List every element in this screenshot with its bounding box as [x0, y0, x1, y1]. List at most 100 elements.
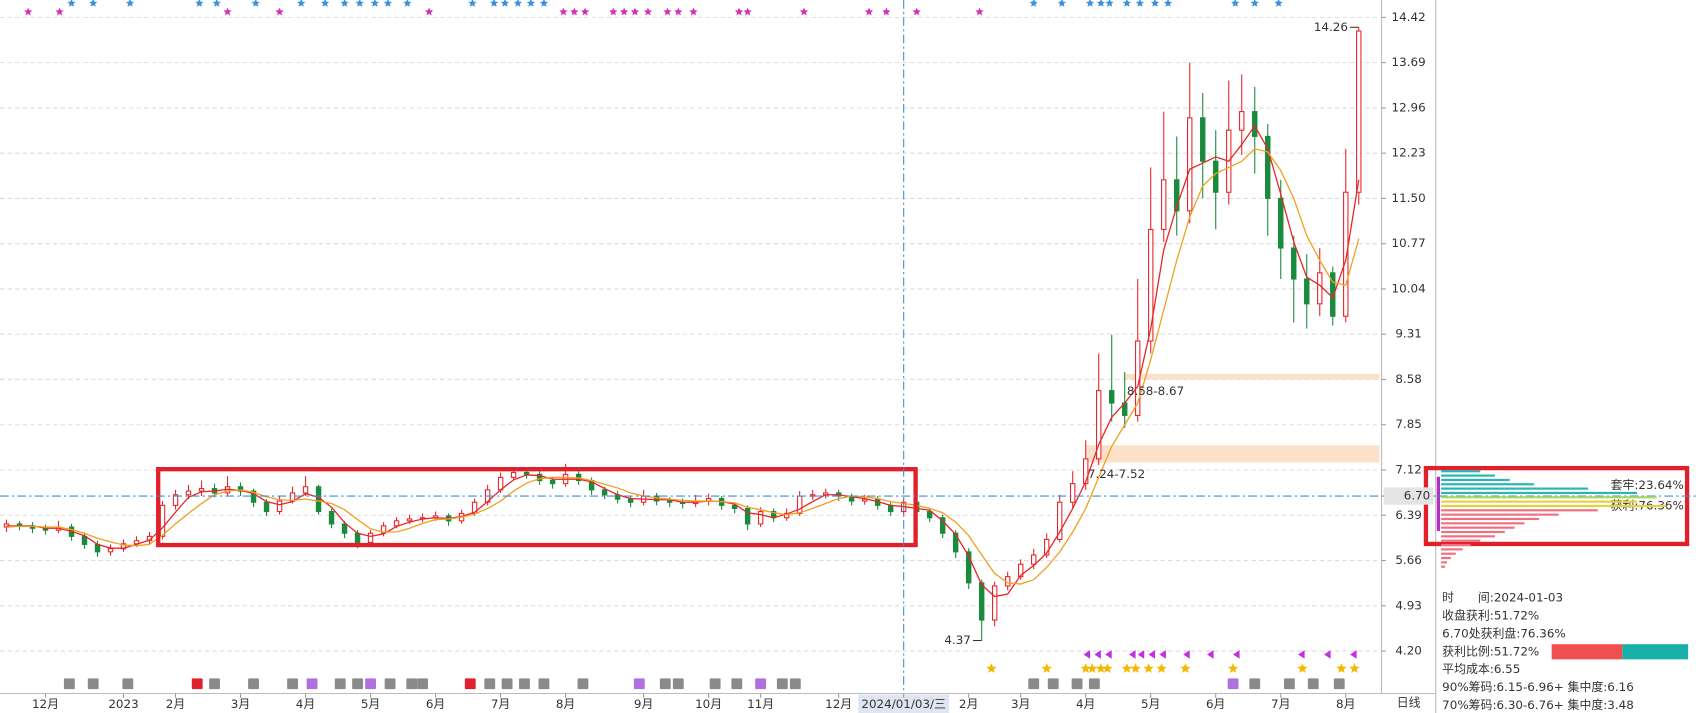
candle-body: [276, 500, 283, 513]
marker-badge: [1333, 678, 1345, 690]
marker-star: [1336, 663, 1347, 673]
candle-body: [939, 517, 946, 534]
marker-star: [424, 7, 434, 16]
marker-badge: [306, 678, 318, 690]
candle-body: [81, 535, 88, 545]
chip-info: 90%筹码:6.15-6.96+ 集中度:6.16: [1442, 680, 1634, 694]
x-tick-label: 5月: [1141, 697, 1160, 711]
marker-star: [403, 0, 412, 7]
candle-body: [94, 543, 101, 553]
marker-badge: [731, 678, 743, 690]
chip-bar: [1441, 522, 1525, 525]
marker-badge: [1307, 678, 1319, 690]
marker-star: [1085, 0, 1095, 7]
marker-star: [674, 7, 683, 16]
highlight-box: [156, 467, 918, 548]
chip-bar: [1441, 552, 1456, 555]
marker-star: [251, 0, 260, 7]
marker-star: [912, 7, 921, 16]
marker-star: [1349, 663, 1360, 673]
candle-body: [978, 582, 985, 621]
chip-bar: [1441, 491, 1638, 495]
marker-badge: [776, 678, 788, 690]
chip-info: 获利比例:51.72%: [1442, 644, 1539, 658]
x-tick-label: 6月: [1206, 697, 1225, 711]
marker-badge: [1088, 678, 1100, 690]
marker-arrow: [1324, 650, 1331, 659]
candle-body: [185, 490, 192, 496]
y-tick-label: 6.39: [1395, 508, 1422, 522]
marker-star: [1029, 0, 1038, 7]
marker-star: [1121, 663, 1133, 673]
marker-star: [526, 0, 536, 7]
marker-star: [1143, 663, 1154, 673]
x-tick-label: 3月: [1011, 697, 1030, 711]
chip-bar: [1441, 526, 1515, 529]
chip-highlight-box: [1423, 465, 1690, 547]
zone-label: 8.58-8.67: [1127, 384, 1184, 398]
marker-badge: [352, 678, 363, 690]
marker-badge: [1284, 678, 1295, 690]
candle-body: [1174, 179, 1180, 212]
candle-body: [809, 494, 816, 497]
y-tick-label: 10.04: [1392, 281, 1426, 295]
marker-badge: [87, 678, 99, 690]
marker-star: [1297, 663, 1308, 673]
marker-badge: [464, 678, 476, 690]
candle-body: [1265, 135, 1271, 199]
marker-badge: [577, 678, 589, 690]
chip-bar: [1441, 539, 1481, 542]
y-tick-label: 13.69: [1392, 55, 1426, 69]
marker-badge: [122, 678, 134, 690]
candle-body: [627, 498, 634, 503]
x-tick-label: 8月: [556, 697, 575, 711]
marker-star: [663, 7, 672, 16]
y-tick-label: 4.93: [1395, 598, 1422, 612]
marker-star: [1250, 0, 1259, 7]
candle-body: [510, 471, 517, 478]
price-zone: [1085, 445, 1380, 463]
marker-star: [643, 7, 653, 16]
x-tick-label: 11月: [747, 697, 774, 711]
marker-star: [1231, 0, 1240, 7]
y-tick-label: 12.96: [1392, 100, 1426, 114]
marker-star: [689, 7, 698, 16]
chip-bar: [1441, 509, 1598, 512]
marker-star: [580, 7, 590, 16]
x-tick-label: 8月: [1336, 697, 1355, 711]
y-tick-label: 9.31: [1395, 327, 1422, 341]
marker-arrow: [1298, 650, 1305, 659]
marker-star: [1102, 663, 1113, 673]
marker-star: [559, 7, 568, 16]
candle-body: [172, 494, 179, 506]
marker-star: [212, 0, 221, 7]
chip-info: 时 间:2024-01-03: [1442, 591, 1563, 605]
y-tick-label: 7.12: [1395, 463, 1422, 477]
marker-star: [1105, 0, 1114, 7]
candle-body: [1096, 390, 1102, 460]
candle-body: [926, 511, 933, 519]
marker-star: [1150, 0, 1160, 7]
x-tick-label: 4月: [1076, 697, 1095, 711]
marker-star: [489, 0, 499, 7]
candle-body: [1330, 272, 1336, 317]
high-annotation: 14.26: [1314, 20, 1348, 34]
marker-star: [195, 0, 204, 7]
marker-badge: [538, 678, 550, 690]
candle-body: [549, 480, 556, 485]
candle-body: [887, 504, 894, 513]
marker-star: [1041, 663, 1052, 673]
marker-badge: [1047, 678, 1059, 690]
marker-badge: [501, 678, 513, 690]
chip-bar: [1441, 504, 1667, 508]
marker-star: [1163, 0, 1173, 7]
marker-badge: [384, 678, 396, 690]
marker-star: [1156, 663, 1167, 673]
candle-body: [198, 488, 205, 492]
marker-badge: [1227, 678, 1239, 690]
candle-body: [393, 520, 400, 527]
marker-badge: [755, 678, 767, 690]
chip-bar: [1441, 543, 1471, 547]
candle-body: [536, 473, 543, 482]
chip-bar: [1441, 483, 1535, 486]
